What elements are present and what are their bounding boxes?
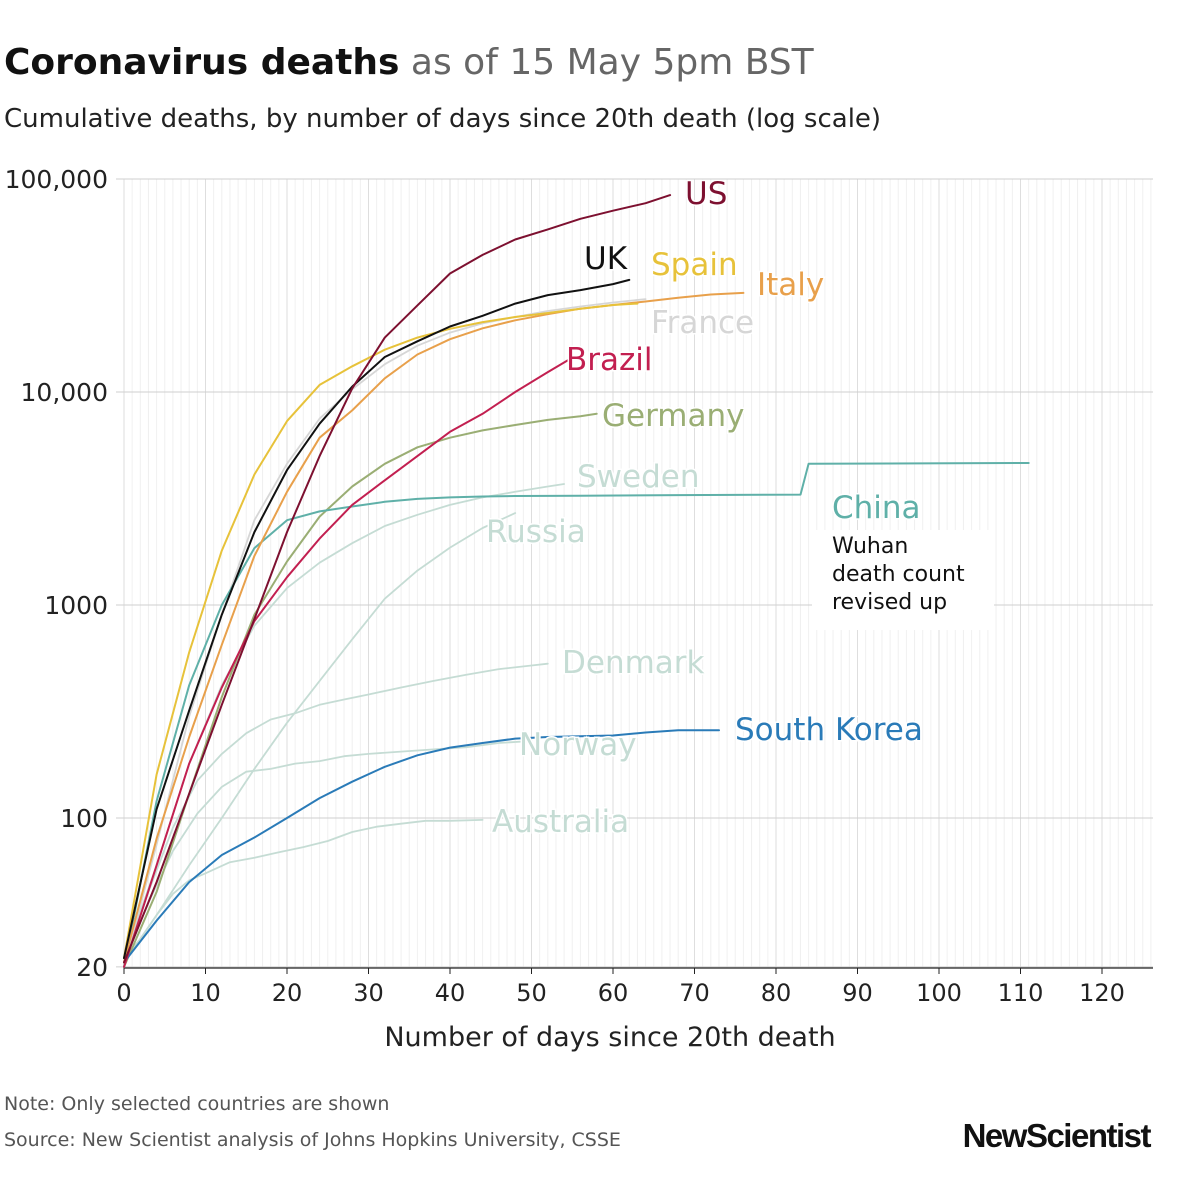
- x-tick-label: 50: [516, 979, 547, 1007]
- series-line-germany: [123, 412, 598, 968]
- x-axis-label: Number of days since 20th death: [384, 1022, 835, 1053]
- x-tick-label: 100: [916, 979, 962, 1007]
- series-label-denmark: Denmark: [562, 645, 705, 681]
- chart-title-bold: Coronavirus deaths: [4, 42, 400, 83]
- x-tick-label: 70: [679, 979, 710, 1007]
- series-label-uk: UK: [584, 241, 628, 277]
- x-tick-label: 40: [435, 979, 466, 1007]
- series-line-australia: [123, 819, 484, 959]
- y-tick-label: 1000: [44, 591, 108, 620]
- series-label-sweden: Sweden: [577, 459, 700, 495]
- series-label-france: France: [651, 305, 754, 341]
- series-line-brazil: [123, 356, 574, 968]
- x-tick-label: 80: [761, 979, 792, 1007]
- x-tick-label: 120: [1079, 979, 1125, 1007]
- x-tick-label: 30: [353, 979, 384, 1007]
- chart-note: Note: Only selected countries are shown: [4, 1093, 390, 1115]
- x-tick-label: 90: [842, 979, 873, 1007]
- series-line-italy: [123, 291, 745, 964]
- x-tick-label: 10: [190, 979, 221, 1007]
- series-label-us: US: [685, 176, 727, 212]
- chart-source: Source: New Scientist analysis of Johns …: [4, 1129, 621, 1151]
- y-tick-label: 100,000: [5, 165, 108, 194]
- series-label-brazil: Brazil: [566, 342, 653, 378]
- china-annotation-text: revised up: [832, 590, 947, 615]
- series-line-spain: [123, 302, 639, 960]
- y-tick-label: 100: [60, 804, 108, 833]
- chart-subtitle: Cumulative deaths, by number of days sin…: [4, 104, 882, 134]
- newscientist-logo: NewScientist: [962, 1117, 1152, 1154]
- series-label-south-korea: South Korea: [735, 712, 923, 748]
- china-annotation-text: Wuhan: [832, 534, 908, 559]
- series-label-russia: Russia: [486, 514, 586, 550]
- series-label-spain: Spain: [651, 247, 738, 283]
- x-tick-label: 60: [598, 979, 629, 1007]
- chart-title-date: as of 15 May 5pm BST: [410, 42, 814, 83]
- series-label-norway: Norway: [519, 727, 637, 763]
- series-label-australia: Australia: [492, 804, 629, 840]
- y-tick-label: 10,000: [21, 378, 108, 407]
- series-label-germany: Germany: [602, 398, 744, 434]
- series-label-china: China: [832, 490, 921, 526]
- series-line-south-korea: [123, 729, 720, 964]
- series-label-italy: Italy: [757, 267, 824, 303]
- series-line-uk: [123, 278, 631, 960]
- x-tick-label: 20: [272, 979, 303, 1007]
- y-tick-label: 20: [76, 953, 108, 982]
- x-tick-label: 0: [116, 979, 131, 1007]
- series-line-china: [123, 462, 1030, 968]
- china-annotation-text: death count: [832, 562, 965, 587]
- series-line-russia: [123, 512, 517, 964]
- x-tick-label: 110: [998, 979, 1044, 1007]
- chart-title: Coronavirus deaths as of 15 May 5pm BST: [4, 42, 814, 83]
- annotation-box: [812, 530, 994, 630]
- series-line-us: [123, 194, 672, 964]
